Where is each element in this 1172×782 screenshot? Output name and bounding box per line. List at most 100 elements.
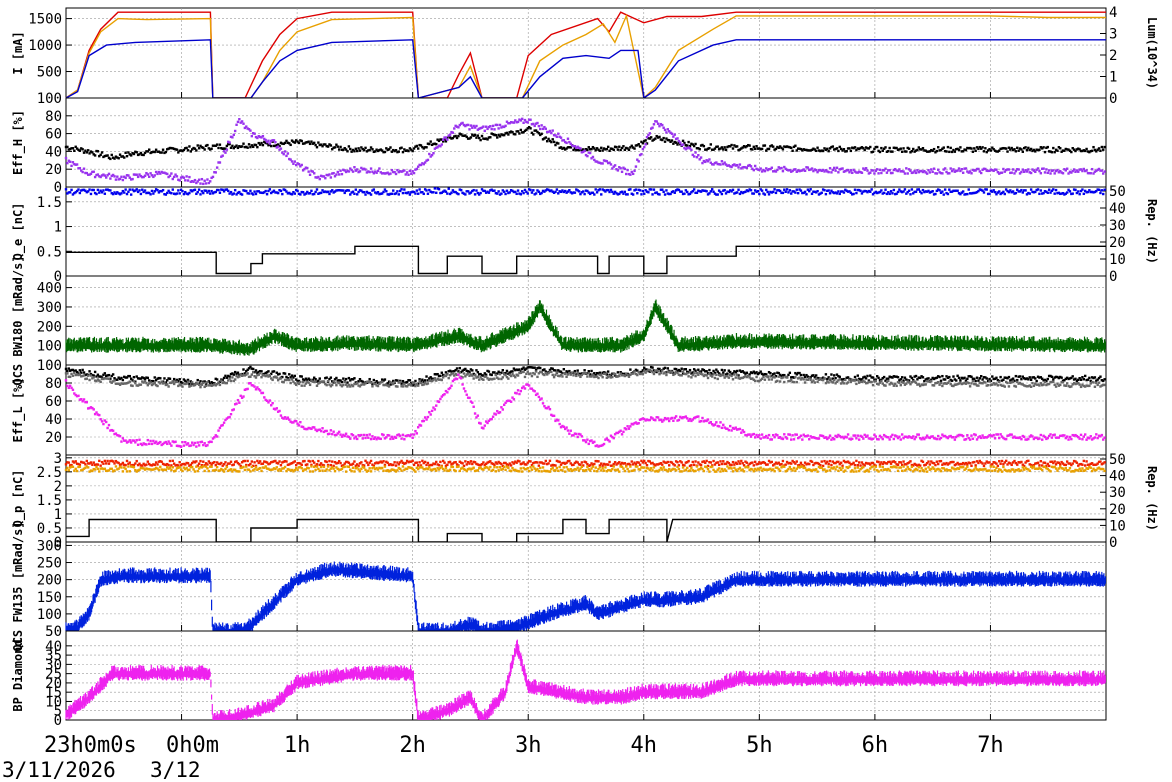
data-point bbox=[106, 154, 109, 157]
data-point bbox=[801, 191, 804, 195]
data-point bbox=[559, 146, 563, 149]
data-point bbox=[235, 372, 238, 375]
data-point bbox=[673, 140, 676, 144]
data-point bbox=[450, 370, 453, 373]
data-point bbox=[637, 142, 640, 146]
data-point bbox=[382, 150, 385, 154]
data-point bbox=[514, 119, 517, 122]
data-point bbox=[260, 376, 263, 379]
data-point bbox=[440, 191, 443, 194]
data-point bbox=[455, 367, 459, 370]
data-point bbox=[810, 148, 814, 152]
data-point bbox=[349, 385, 352, 388]
data-point bbox=[322, 380, 326, 383]
data-point bbox=[519, 370, 523, 373]
data-point bbox=[213, 144, 216, 147]
data-point bbox=[410, 384, 413, 387]
data-point bbox=[521, 117, 524, 121]
data-point bbox=[206, 143, 209, 147]
data-point bbox=[211, 381, 215, 385]
data-point bbox=[950, 190, 954, 193]
data-point bbox=[222, 150, 226, 153]
data-point bbox=[482, 189, 485, 193]
data-point bbox=[297, 382, 301, 386]
data-point bbox=[457, 192, 460, 196]
data-point bbox=[468, 128, 471, 131]
data-point bbox=[114, 155, 118, 158]
data-point bbox=[552, 140, 556, 144]
data-point bbox=[77, 373, 80, 377]
data-point bbox=[715, 161, 718, 164]
data-point bbox=[677, 139, 681, 143]
data-point bbox=[889, 190, 893, 193]
data-point bbox=[152, 379, 155, 383]
data-point bbox=[601, 149, 604, 152]
data-point bbox=[450, 130, 453, 134]
data-point bbox=[772, 145, 775, 148]
data-point bbox=[931, 149, 934, 153]
data-point bbox=[661, 188, 664, 191]
data-point bbox=[914, 190, 918, 194]
data-point bbox=[245, 373, 248, 376]
data-point bbox=[1081, 169, 1084, 173]
data-point bbox=[437, 144, 441, 147]
data-point bbox=[853, 188, 857, 191]
data-point bbox=[932, 167, 936, 170]
data-point bbox=[687, 140, 690, 144]
data-point bbox=[1090, 149, 1094, 153]
data-point bbox=[803, 148, 807, 152]
data-point bbox=[332, 381, 335, 384]
data-point bbox=[274, 191, 277, 194]
data-point bbox=[170, 172, 173, 175]
data-point bbox=[1020, 188, 1023, 192]
data-point bbox=[988, 377, 991, 381]
data-point bbox=[66, 192, 69, 195]
data-point bbox=[232, 192, 235, 195]
data-point bbox=[311, 380, 315, 383]
data-point bbox=[784, 145, 787, 149]
data-point bbox=[172, 175, 176, 179]
data-point bbox=[699, 156, 703, 159]
data-point bbox=[544, 127, 547, 130]
data-point bbox=[185, 192, 188, 195]
data-point bbox=[536, 121, 539, 125]
right-y-tick-label: 2 bbox=[1109, 48, 1117, 64]
data-point bbox=[996, 171, 1000, 174]
data-point bbox=[643, 192, 646, 195]
data-point bbox=[124, 376, 127, 379]
data-point bbox=[1061, 149, 1065, 152]
data-point bbox=[1049, 150, 1052, 153]
data-point bbox=[189, 180, 192, 184]
data-point bbox=[946, 172, 950, 175]
data-point bbox=[654, 120, 657, 123]
data-point bbox=[110, 174, 113, 178]
data-point bbox=[590, 157, 593, 160]
data-point bbox=[799, 189, 803, 192]
data-point bbox=[780, 146, 783, 150]
data-point bbox=[222, 190, 226, 193]
data-point bbox=[950, 379, 954, 382]
data-point bbox=[573, 144, 577, 148]
data-point bbox=[78, 166, 82, 170]
data-point bbox=[759, 167, 762, 170]
data-point bbox=[924, 190, 927, 193]
data-point bbox=[993, 377, 997, 381]
data-point bbox=[332, 380, 335, 383]
data-point bbox=[250, 367, 254, 370]
data-point bbox=[713, 147, 717, 150]
data-point bbox=[683, 146, 686, 150]
data-point bbox=[1075, 169, 1079, 172]
data-point bbox=[285, 190, 288, 193]
data-point bbox=[342, 189, 345, 192]
data-point bbox=[505, 189, 509, 192]
data-point bbox=[93, 175, 97, 179]
data-point bbox=[336, 145, 339, 148]
data-point bbox=[1021, 375, 1024, 378]
data-point bbox=[268, 373, 272, 377]
data-point bbox=[154, 188, 158, 191]
data-point bbox=[755, 371, 758, 374]
data-point bbox=[190, 381, 194, 384]
data-point bbox=[71, 368, 75, 372]
data-point bbox=[163, 192, 166, 196]
data-point bbox=[980, 171, 983, 175]
